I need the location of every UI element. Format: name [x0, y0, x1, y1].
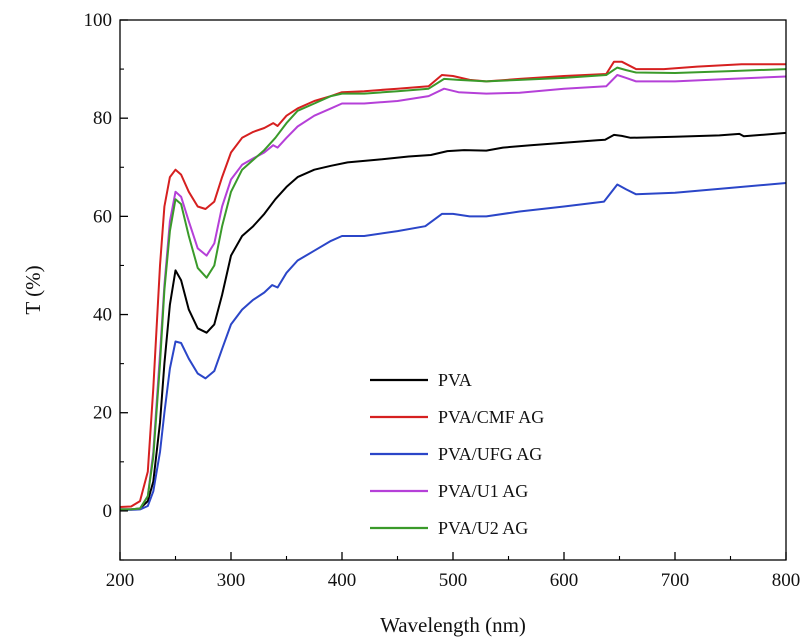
x-tick-label: 200 — [106, 570, 135, 591]
plot-frame — [119, 19, 787, 561]
series-line-3 — [120, 182, 787, 511]
legend-label: PVA/U2 AG — [438, 518, 528, 538]
series-line-2 — [119, 60, 786, 508]
y-tick-label: 100 — [84, 10, 113, 31]
legend-label: PVA — [438, 370, 472, 390]
y-tick-label: 40 — [93, 305, 112, 326]
legend: PVA PVA/CMF AG PVA/UFG AG PVA/U1 AG PVA/U2 A… — [370, 370, 544, 538]
series-line-1 — [120, 131, 787, 511]
x-tick-label: 700 — [661, 570, 690, 591]
y-axis-label: T (%) — [21, 265, 45, 314]
y-tick-label: 0 — [103, 501, 113, 522]
x-tick-label: 400 — [328, 570, 357, 591]
y-tick-label: 20 — [93, 403, 112, 424]
axis-ticks — [119, 19, 787, 561]
x-tick-label: 300 — [217, 570, 246, 591]
x-axis-label: Wavelength (nm) — [380, 613, 526, 637]
plot-lines — [119, 60, 787, 511]
legend-label: PVA/UFG AG — [438, 444, 542, 464]
y-tick-label: 60 — [93, 206, 112, 227]
x-tick-label: 500 — [439, 570, 468, 591]
x-tick-label: 600 — [550, 570, 579, 591]
series-line-5 — [120, 66, 787, 511]
y-tick-label: 80 — [93, 108, 112, 129]
legend-label: PVA/CMF AG — [438, 407, 544, 427]
x-tick-label: 800 — [772, 570, 801, 591]
legend-label: PVA/U1 AG — [438, 481, 528, 501]
tick-labels: 200 300 400 500 600 700 800 0 20 40 60 80 100 — [84, 10, 801, 591]
